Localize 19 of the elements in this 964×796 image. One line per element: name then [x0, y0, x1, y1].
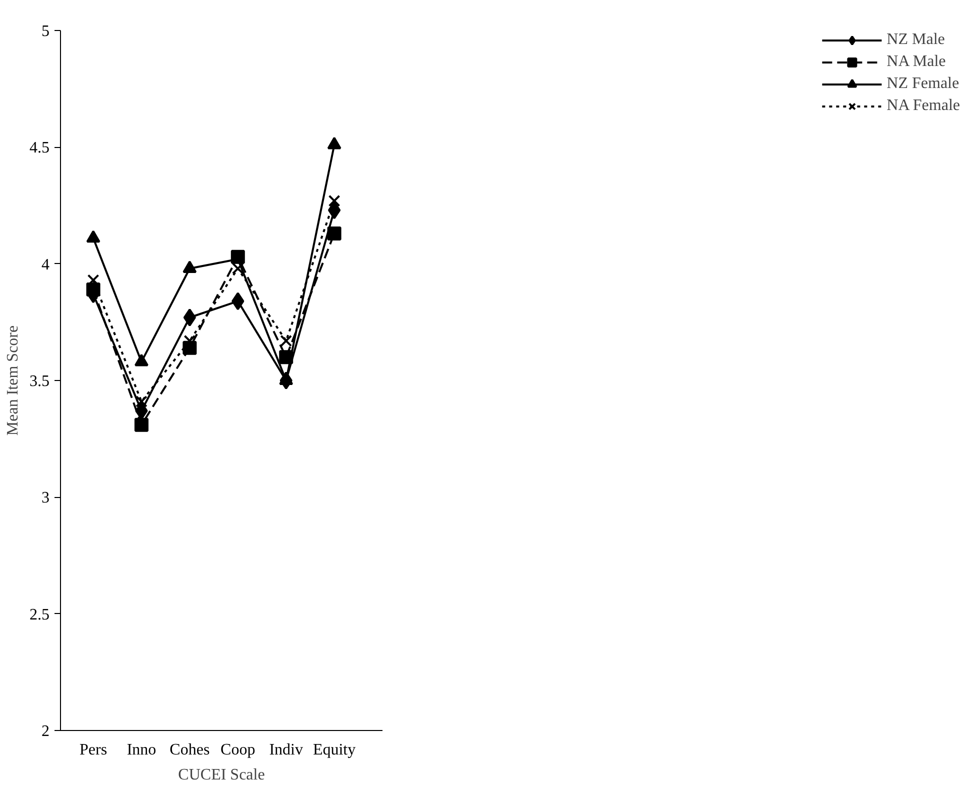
legend-label: NZ Female	[886, 75, 960, 93]
x-tick-label: Coop	[220, 742, 256, 758]
x-tick-label: Equity	[312, 742, 356, 758]
y-tick-label: 3.5	[30, 373, 50, 390]
y-tick-label: 2	[42, 723, 50, 740]
y-tick-label: 3	[42, 490, 50, 507]
x-tick-label: Pers	[80, 742, 108, 758]
legend-label: NA Male	[886, 53, 946, 71]
y-axis-title: Mean Item Score	[4, 325, 22, 436]
y-tick-label: 2.5	[30, 606, 50, 624]
y-tick-label: 4	[42, 256, 50, 274]
y-tick-label: 4.5	[30, 140, 50, 157]
y-tick-label: 5	[42, 23, 50, 40]
x-tick-label: Indiv	[269, 742, 303, 758]
legend-label: NA Female	[886, 97, 960, 115]
x-tick-label: Cohes	[170, 742, 210, 758]
x-tick-label: Inno	[126, 742, 156, 758]
legend-label: NZ Male	[886, 31, 945, 49]
x-axis-title: CUCEI Scale	[178, 766, 265, 784]
